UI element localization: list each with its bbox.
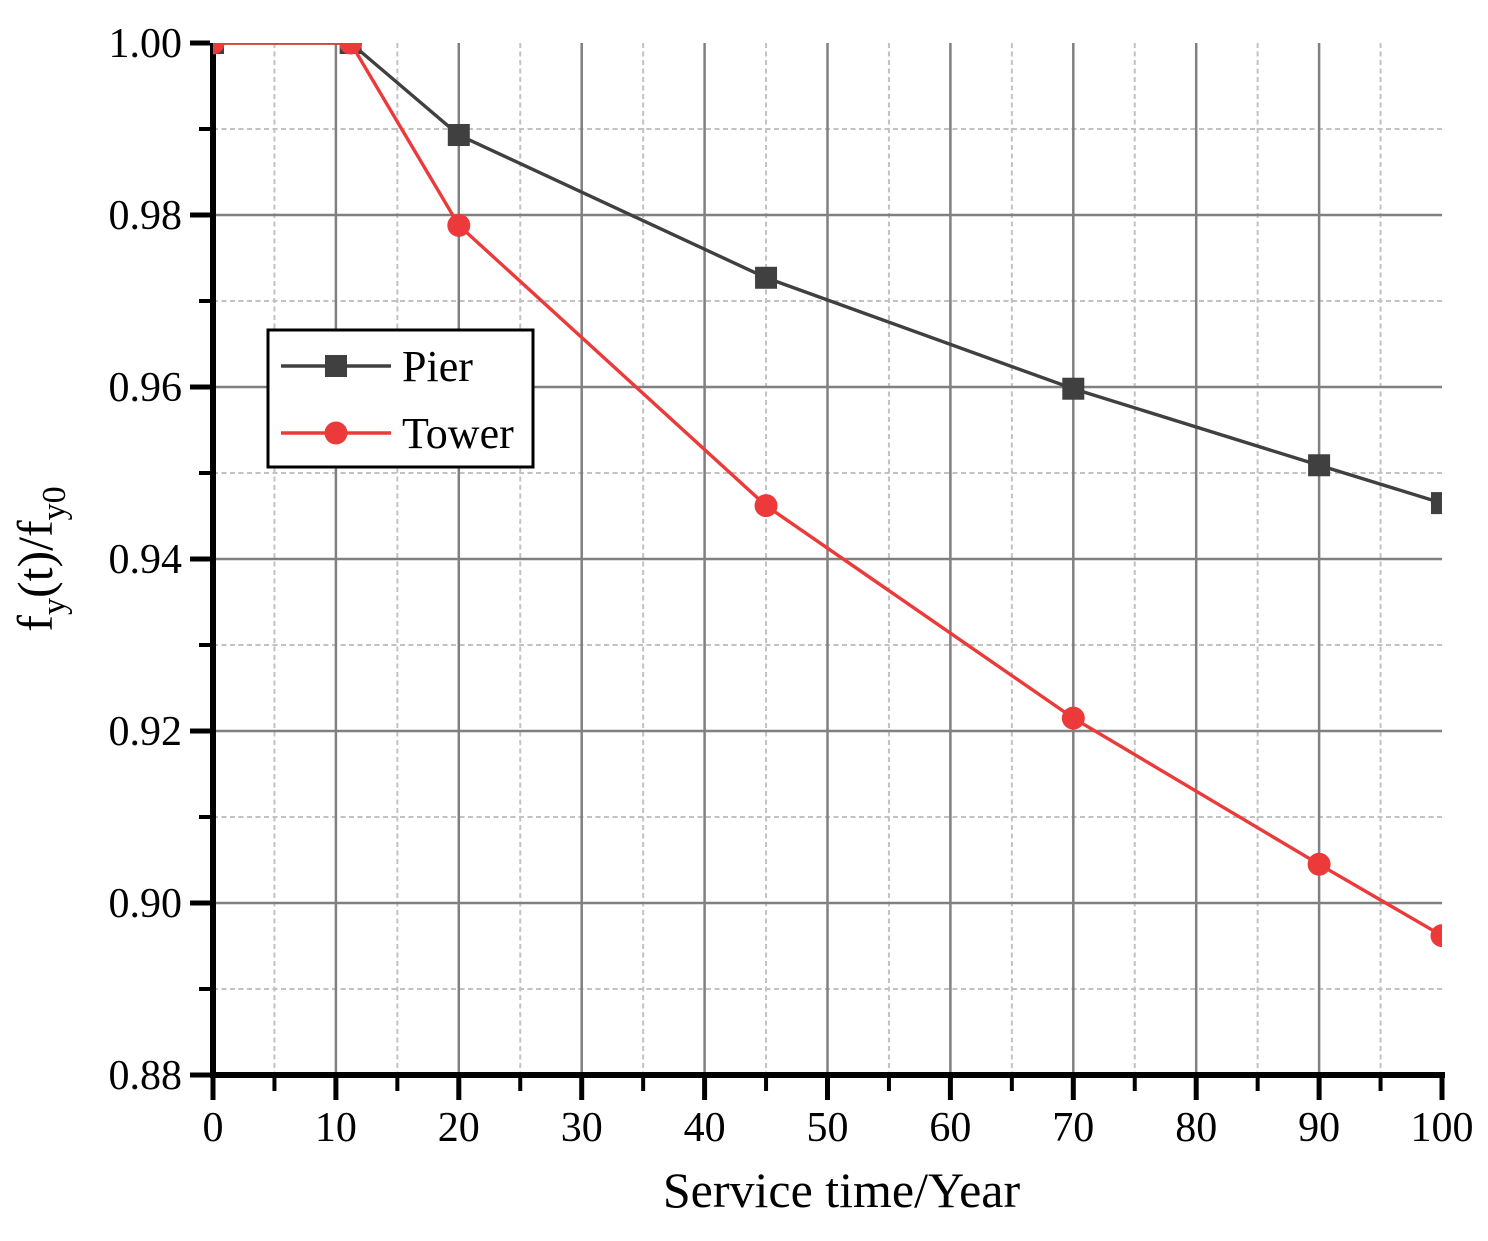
y-tick-label: 1.00	[109, 21, 183, 67]
data-point-marker-circle	[447, 213, 471, 237]
y-axis-title-subscript: y0	[36, 486, 73, 520]
y-tick-label: 0.96	[109, 365, 183, 411]
x-tick-label: 80	[1175, 1105, 1217, 1151]
data-point-marker-circle	[1430, 924, 1442, 948]
legend-label-tower: Tower	[402, 409, 514, 458]
x-tick-label: 0	[203, 1105, 224, 1151]
y-axis-title-subscript: y	[36, 598, 73, 615]
y-tick-label: 0.98	[109, 193, 183, 239]
tick-labels: 1.00 0.98 0.96 0.94 0.92 0.90 0.88 0 10 20 30 40 50 6…	[109, 21, 1474, 1151]
axes	[210, 43, 1445, 1078]
y-tick-label: 0.88	[109, 1053, 183, 1099]
data-point-marker-circle	[754, 494, 778, 518]
y-tick-label: 0.92	[109, 709, 183, 755]
series-tower	[213, 43, 1442, 948]
x-tick-label: 40	[684, 1105, 726, 1151]
data-point-marker-circle	[1061, 706, 1085, 730]
y-axis-title-part: (t)/f	[7, 520, 63, 598]
data-point-marker-circle	[339, 43, 363, 55]
data-point-marker-square	[755, 266, 778, 289]
data-point-marker-square	[1431, 492, 1442, 515]
x-tick-label: 20	[438, 1105, 480, 1151]
data-point-marker-square	[447, 124, 470, 147]
y-tick-label: 0.94	[109, 537, 183, 583]
x-tick-label: 50	[807, 1105, 849, 1151]
data-point-marker-circle	[1307, 852, 1331, 876]
x-tick-label: 60	[929, 1105, 971, 1151]
legend-label-pier: Pier	[402, 342, 473, 391]
x-tick-label: 100	[1411, 1105, 1474, 1151]
data-point-marker-circle	[213, 43, 225, 55]
data-point-marker-square	[1308, 454, 1331, 477]
data-point-marker-square	[325, 355, 347, 377]
ticks	[190, 40, 1445, 1100]
legend: Pier Tower	[266, 328, 535, 469]
y-axis-title: fy(t)/fy0	[7, 486, 73, 631]
y-axis-title-part: f	[7, 615, 63, 632]
data-point-marker-square	[1062, 377, 1085, 400]
x-axis-title: Service time/Year	[663, 1162, 1021, 1218]
y-tick-label: 0.90	[109, 881, 183, 927]
x-tick-label: 30	[561, 1105, 603, 1151]
legend-box	[266, 328, 535, 469]
x-tick-label: 70	[1052, 1105, 1094, 1151]
x-tick-label: 10	[315, 1105, 357, 1151]
data-point-marker-circle	[324, 421, 348, 445]
x-tick-label: 90	[1298, 1105, 1340, 1151]
